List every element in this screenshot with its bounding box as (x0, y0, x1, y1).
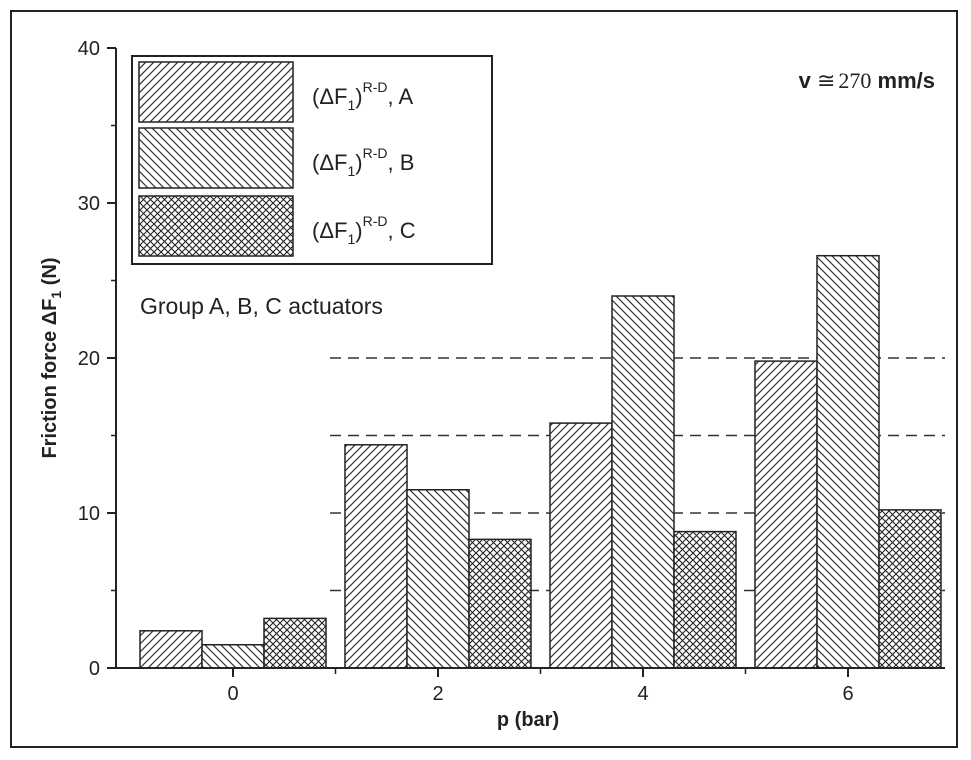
bar-series-a-cat-6 (754, 360, 818, 669)
bar-series-c-cat-0 (263, 617, 327, 669)
legend-swatch (138, 195, 294, 257)
y-tick-label: 20 (78, 348, 100, 370)
x-tick-label: 2 (432, 683, 443, 705)
legend-label: (ΔF1)R-D, B (312, 145, 414, 179)
bar-series-b-cat-2 (406, 489, 470, 669)
legend-swatch (138, 61, 294, 123)
bar-series-b-cat-0 (201, 644, 265, 669)
y-tick-label: 40 (78, 38, 100, 60)
x-tick-label: 4 (637, 683, 648, 705)
speed-annotation: v ≅ 270 mm/s (799, 68, 935, 93)
y-tick-label: 30 (78, 193, 100, 215)
x-tick-label: 0 (227, 683, 238, 705)
legend-swatch (138, 127, 294, 189)
y-ticks: 0 10 20 30 40 (78, 38, 116, 680)
x-tick-label: 6 (842, 683, 853, 705)
group-annotation: Group A, B, C actuators (140, 293, 383, 319)
bar-series-c-cat-2 (468, 538, 532, 669)
x-axis-label: p (bar) (497, 709, 559, 731)
bar-series-a-cat-2 (344, 444, 408, 669)
bar-series-a-cat-4 (549, 422, 613, 669)
bar-series-c-cat-6 (878, 509, 942, 669)
legend-label: (ΔF1)R-D, C (312, 213, 416, 247)
bar-series-c-cat-4 (673, 530, 737, 669)
y-tick-label: 0 (89, 658, 100, 680)
legend-label: (ΔF1)R-D, A (312, 79, 413, 113)
legend: (ΔF1)R-D, A (ΔF1)R-D, B (ΔF1)R-D, C (131, 55, 493, 265)
bar-series-a-cat-0 (139, 630, 203, 669)
bar-series-b-cat-6 (816, 254, 880, 669)
x-ticks: 0 2 4 6 (227, 668, 854, 705)
y-tick-label: 10 (78, 503, 100, 525)
bar-series-b-cat-4 (611, 295, 675, 669)
y-axis-label: Friction force ΔF1 (N) (39, 257, 64, 458)
